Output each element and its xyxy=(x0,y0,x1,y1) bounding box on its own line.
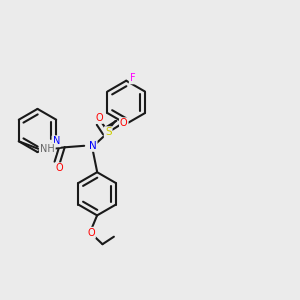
Text: F: F xyxy=(130,73,135,83)
Text: NH: NH xyxy=(40,144,55,154)
Text: O: O xyxy=(87,228,95,238)
Text: S: S xyxy=(105,127,112,137)
Text: N: N xyxy=(52,136,60,146)
Text: O: O xyxy=(120,118,127,128)
Text: O: O xyxy=(56,163,63,173)
Text: O: O xyxy=(95,113,103,123)
Text: N: N xyxy=(89,141,97,151)
